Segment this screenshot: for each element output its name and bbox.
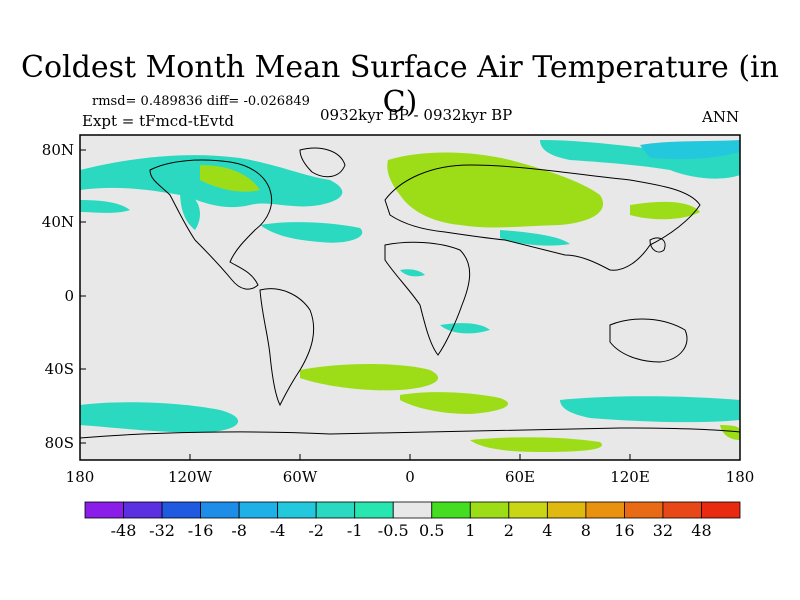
colorbar-label: -48 [111, 521, 137, 540]
colorbar-swatch [238, 501, 279, 519]
stats-label: rmsd= 0.489836 diff= -0.026849 [92, 94, 310, 109]
colorbar-label: -32 [149, 521, 175, 540]
lat-label: 0 [64, 287, 74, 305]
chart-title: Coldest Month Mean Surface Air Temperatu… [21, 50, 779, 120]
colorbar-swatch [123, 501, 163, 519]
lat-axis: 80N 40N 0 40S 80S [42, 141, 86, 452]
colorbar-swatch [585, 501, 625, 519]
coast-antarctica [79, 427, 741, 439]
coast-australia [609, 318, 688, 363]
colorbar-label: 8 [581, 521, 591, 540]
coast-japan [649, 237, 666, 253]
colorbar-swatch [161, 501, 201, 519]
colorbar-swatch [546, 501, 587, 519]
colorbar-swatch [662, 501, 702, 519]
patch-north-atlantic [260, 222, 363, 243]
patch-south-africa [440, 323, 490, 334]
lon-label: 120E [610, 468, 650, 486]
colorbar-swatch [469, 501, 510, 519]
patch-canada-warm [200, 165, 260, 192]
colorbar-swatch [84, 501, 124, 519]
patch-east-antarctic-warm [720, 425, 740, 440]
patch-asia-south [500, 230, 570, 246]
colorbar-label: 2 [504, 521, 514, 540]
patch-arctic-far-east [640, 140, 740, 160]
season-label: ANN [702, 108, 740, 126]
lat-label: 40S [45, 360, 74, 378]
lon-label: 120W [168, 468, 213, 486]
colorbar-label: -0.5 [378, 521, 409, 540]
colorbar-swatch [392, 501, 433, 519]
patch-antarctic-warm [470, 437, 602, 452]
colorbar-swatch [315, 501, 356, 519]
experiment-label: Expt = tFmcd-tEvtd [82, 112, 234, 130]
coast-south-america [259, 288, 315, 407]
colorbar-swatch [200, 501, 240, 519]
lon-label: 60W [283, 468, 318, 486]
patch-north-america [180, 190, 200, 230]
colorbar-label: -4 [270, 521, 286, 540]
colorbar-label: -8 [231, 521, 247, 540]
patch-south-indian-cool [560, 396, 740, 423]
colorbar-label: -16 [188, 521, 214, 540]
lon-axis: 180 120W 60W 0 60E 120E 180 [66, 454, 755, 486]
colorbar-label: -2 [308, 521, 324, 540]
colorbar-label: 4 [542, 521, 552, 540]
patch-southern-ocean-warm [400, 392, 509, 414]
colorbar-label: 16 [614, 521, 634, 540]
coast-eurasia [384, 164, 701, 271]
colorbar-swatch [701, 501, 741, 519]
lat-label: 80N [42, 141, 74, 159]
colorbar-swatch [277, 501, 317, 519]
colorbar-label: 0.5 [419, 521, 444, 540]
colorbar-label: 48 [691, 521, 711, 540]
patch-south-pacific-cool [80, 402, 239, 433]
coastlines [79, 147, 741, 439]
coast-north-america [149, 159, 273, 290]
lat-label: 80S [45, 434, 74, 452]
colorbar-label: -1 [347, 521, 363, 540]
coast-greenland [299, 147, 346, 178]
colorbar-swatch [508, 501, 548, 519]
lon-label: 0 [405, 468, 415, 486]
lon-label: 60E [505, 468, 535, 486]
lon-label: 180 [726, 468, 755, 486]
patch-south-atlantic-warm [300, 364, 439, 391]
period-label: 0932kyr BP - 0932kyr BP [320, 106, 513, 124]
colorbar: -48 -32 -16 -8 -4 -2 -1 -0.5 0.5 1 2 4 8 16 32 48 [84, 501, 741, 540]
patch-eurasia-warm [387, 152, 604, 228]
lat-label: 40N [42, 213, 74, 231]
coast-africa [384, 241, 471, 356]
colorbar-label: 1 [465, 521, 475, 540]
colorbar-swatch [354, 501, 394, 519]
colorbar-swatch [431, 501, 471, 519]
colorbar-swatch [624, 501, 664, 519]
lon-label: 180 [66, 468, 95, 486]
anomaly-patches [80, 140, 740, 452]
patch-east-asia-warm [630, 201, 700, 220]
patch-arctic-east [540, 140, 740, 179]
colorbar-label: 32 [653, 521, 673, 540]
patch-north-africa [400, 269, 425, 277]
patch-north-pacific [80, 200, 130, 213]
